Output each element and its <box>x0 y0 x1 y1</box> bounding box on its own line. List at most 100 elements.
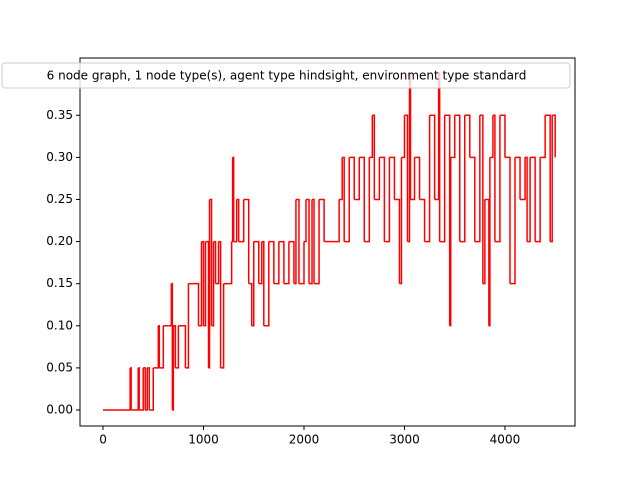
line-step <box>530 156 536 242</box>
line-step <box>218 240 222 368</box>
legend-box <box>1 62 571 89</box>
line-step <box>153 325 160 369</box>
y-tick-label: 0.30 <box>46 150 73 164</box>
x-tick-label: 2000 <box>289 433 320 447</box>
line-step <box>464 114 471 158</box>
line-step <box>319 198 325 242</box>
line-step <box>444 114 451 326</box>
legend-label: 6 node graph, 1 node type(s), agent type… <box>47 69 527 83</box>
line-step <box>283 241 290 285</box>
line-step <box>489 115 494 159</box>
line-step <box>374 157 381 201</box>
line-step <box>198 241 203 327</box>
line-step <box>384 157 391 243</box>
line-step <box>159 325 165 369</box>
line-step <box>175 325 180 369</box>
line-step <box>429 114 436 200</box>
x-tick-label: 3000 <box>389 433 420 447</box>
line-step <box>295 198 300 284</box>
line-step <box>407 73 411 243</box>
line-step <box>253 240 260 284</box>
line-step <box>145 367 148 411</box>
line-step <box>233 199 238 243</box>
line-step <box>193 282 200 326</box>
line-step <box>459 115 466 243</box>
x-tick-label: 0 <box>99 433 107 447</box>
line-step <box>545 114 551 242</box>
line-step <box>261 240 265 326</box>
line-step <box>479 114 484 284</box>
x-tick-label: 1000 <box>188 433 219 447</box>
line-step <box>211 241 215 327</box>
line-step <box>173 325 177 368</box>
y-tick-label: 0.25 <box>46 192 73 206</box>
line-step <box>552 114 556 158</box>
line-step <box>484 198 490 326</box>
x-tick-label: 4000 <box>490 433 521 447</box>
line-step <box>550 115 553 243</box>
y-tick-label: 0.20 <box>46 234 73 248</box>
line-step <box>401 115 406 159</box>
line-step <box>131 367 139 411</box>
line-step <box>379 156 386 242</box>
y-tick-label: 0.00 <box>46 403 73 417</box>
line-step <box>158 325 161 368</box>
line-step <box>372 114 376 200</box>
line-step <box>499 114 506 158</box>
line-step <box>208 199 211 369</box>
line-step <box>454 114 461 242</box>
line-step <box>339 157 343 201</box>
line-step <box>364 157 371 243</box>
line-step <box>130 367 132 410</box>
line-step <box>525 156 528 242</box>
line-step <box>288 240 295 284</box>
line-step <box>410 157 416 201</box>
line-step <box>342 156 345 242</box>
line-step <box>298 241 305 285</box>
line-step <box>349 156 355 200</box>
y-tick-label: 0.10 <box>46 318 73 332</box>
line-step <box>450 115 456 159</box>
line-step <box>138 367 140 410</box>
line-step <box>231 157 234 243</box>
line-step <box>201 240 205 326</box>
line-step <box>183 325 187 368</box>
line-step <box>509 157 516 285</box>
line-step <box>303 199 307 243</box>
line-step <box>213 240 217 284</box>
line-step <box>273 241 280 285</box>
line-step <box>232 156 235 242</box>
line-step <box>263 241 270 327</box>
line-step <box>172 325 175 411</box>
line-step <box>243 198 250 284</box>
line-step <box>527 157 531 243</box>
line-step <box>540 115 546 159</box>
line-step <box>474 115 481 243</box>
line-step <box>168 283 173 327</box>
line-step <box>354 157 361 201</box>
line-step <box>236 198 240 242</box>
line-step <box>251 241 255 327</box>
line-step <box>205 240 210 368</box>
line-step <box>394 198 401 284</box>
line-step <box>369 115 374 159</box>
line-step <box>449 157 452 327</box>
line-step <box>258 241 263 285</box>
line-step <box>535 157 541 243</box>
y-tick-label: 0.35 <box>46 108 73 122</box>
line-step <box>488 157 491 327</box>
line-step <box>359 156 366 242</box>
line-step <box>171 282 174 410</box>
line-step <box>389 156 396 200</box>
line-step <box>469 156 476 242</box>
y-tick-label: 0.15 <box>46 276 73 290</box>
line-step <box>278 240 285 284</box>
line-step <box>414 156 421 200</box>
line-step <box>419 198 426 242</box>
line-step <box>424 115 431 243</box>
line-step <box>334 199 340 243</box>
line-step <box>215 241 220 285</box>
line-step <box>220 283 225 369</box>
